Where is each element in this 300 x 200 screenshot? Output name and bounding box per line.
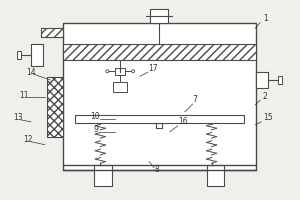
Text: 8: 8 [155,165,160,174]
Bar [115,68,125,75]
Bar [17,51,21,59]
Bar [31,44,43,66]
Text: 13: 13 [13,113,22,122]
Bar [41,28,63,37]
Bar [113,82,127,92]
Text: 12: 12 [23,135,32,144]
Bar [150,9,168,23]
Bar [207,165,224,186]
Circle shape [106,70,109,73]
Text: 10: 10 [90,112,100,121]
Text: 2: 2 [262,92,267,101]
Text: 9: 9 [93,125,98,134]
Text: 1: 1 [263,14,268,23]
Bar [278,76,282,84]
Bar [74,115,244,123]
Circle shape [132,70,135,73]
Text: 11: 11 [19,91,28,100]
Text: 16: 16 [178,117,188,126]
Bar [63,23,256,170]
Text: 7: 7 [193,96,198,104]
Text: 15: 15 [263,113,273,122]
Text: 17: 17 [148,64,158,73]
Bar [63,44,256,60]
Bar [256,72,268,88]
Bar [94,165,112,186]
Text: 14: 14 [26,68,35,77]
Bar [47,77,63,137]
